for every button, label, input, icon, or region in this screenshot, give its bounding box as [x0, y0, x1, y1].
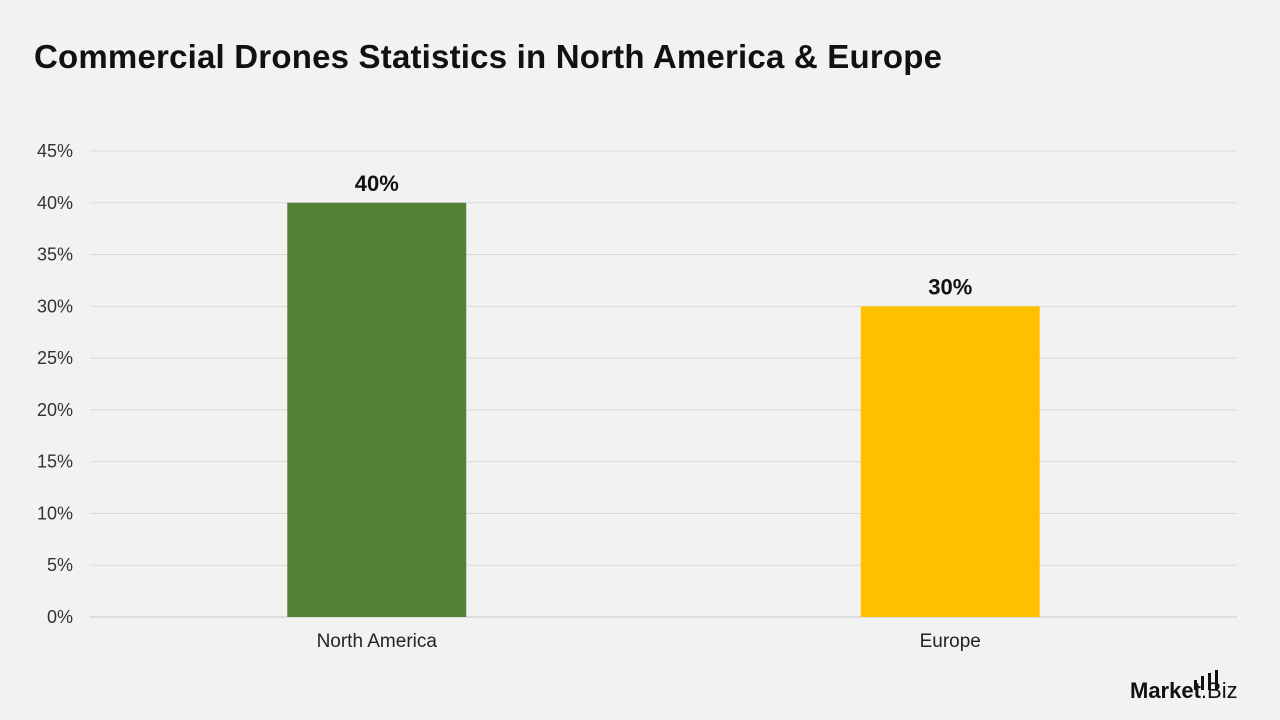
y-tick-label: 25%	[37, 348, 73, 368]
y-tick-label: 40%	[37, 193, 73, 213]
y-tick-label: 0%	[47, 607, 73, 627]
x-category-label: North America	[317, 631, 438, 652]
bar-signal-icon	[1194, 670, 1218, 690]
brand-name-light: .Biz	[1200, 678, 1238, 703]
y-tick-label: 45%	[37, 141, 73, 161]
y-axis-ticks: 0% 5% 10% 15% 20% 25% 30% 35% 40% 45%	[37, 141, 73, 627]
chart-title: Commercial Drones Statistics in North Am…	[34, 38, 943, 75]
brand-name: Market.Biz	[1130, 678, 1238, 704]
x-category-label: Europe	[920, 631, 981, 652]
y-tick-label: 5%	[47, 555, 73, 575]
y-tick-label: 30%	[37, 296, 73, 316]
data-label: 30%	[928, 274, 972, 299]
bar-north-america	[287, 202, 467, 617]
y-tick-label: 10%	[37, 503, 73, 523]
data-labels: 40% 30%	[355, 171, 973, 300]
y-tick-label: 15%	[37, 452, 73, 472]
bars	[287, 202, 1040, 617]
brand-logo: Market.Biz	[1130, 668, 1260, 708]
brand-name-bold: Market	[1130, 678, 1201, 703]
y-tick-label: 20%	[37, 400, 73, 420]
x-axis-categories: North America Europe	[317, 631, 981, 652]
data-label: 40%	[355, 171, 399, 196]
bar-europe	[860, 306, 1040, 617]
y-tick-label: 35%	[37, 245, 73, 265]
gridlines	[90, 150, 1237, 618]
